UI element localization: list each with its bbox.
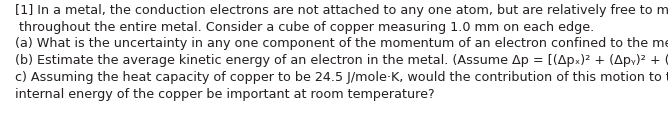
Text: [1] In a metal, the conduction electrons are not attached to any one atom, but a: [1] In a metal, the conduction electrons…	[15, 4, 668, 101]
